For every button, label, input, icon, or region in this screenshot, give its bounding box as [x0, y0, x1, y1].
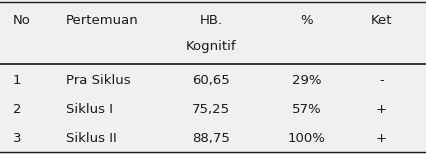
- Text: Pra Siklus: Pra Siklus: [66, 74, 131, 87]
- Text: +: +: [376, 132, 387, 145]
- Text: 29%: 29%: [292, 74, 322, 87]
- Text: 88,75: 88,75: [192, 132, 230, 145]
- Text: 57%: 57%: [292, 103, 322, 116]
- Text: 75,25: 75,25: [192, 103, 230, 116]
- Text: 2: 2: [13, 103, 21, 116]
- Text: -: -: [379, 74, 384, 87]
- Text: Kognitif: Kognitif: [186, 40, 236, 53]
- Text: +: +: [376, 103, 387, 116]
- Text: HB.: HB.: [199, 14, 222, 26]
- Text: 60,65: 60,65: [192, 74, 230, 87]
- Text: %: %: [300, 14, 313, 26]
- Text: No: No: [13, 14, 31, 26]
- Text: Pertemuan: Pertemuan: [66, 14, 139, 26]
- Text: 1: 1: [13, 74, 21, 87]
- Text: Siklus II: Siklus II: [66, 132, 117, 145]
- Text: Siklus I: Siklus I: [66, 103, 113, 116]
- Text: 3: 3: [13, 132, 21, 145]
- Text: 100%: 100%: [288, 132, 325, 145]
- Text: Ket: Ket: [371, 14, 392, 26]
